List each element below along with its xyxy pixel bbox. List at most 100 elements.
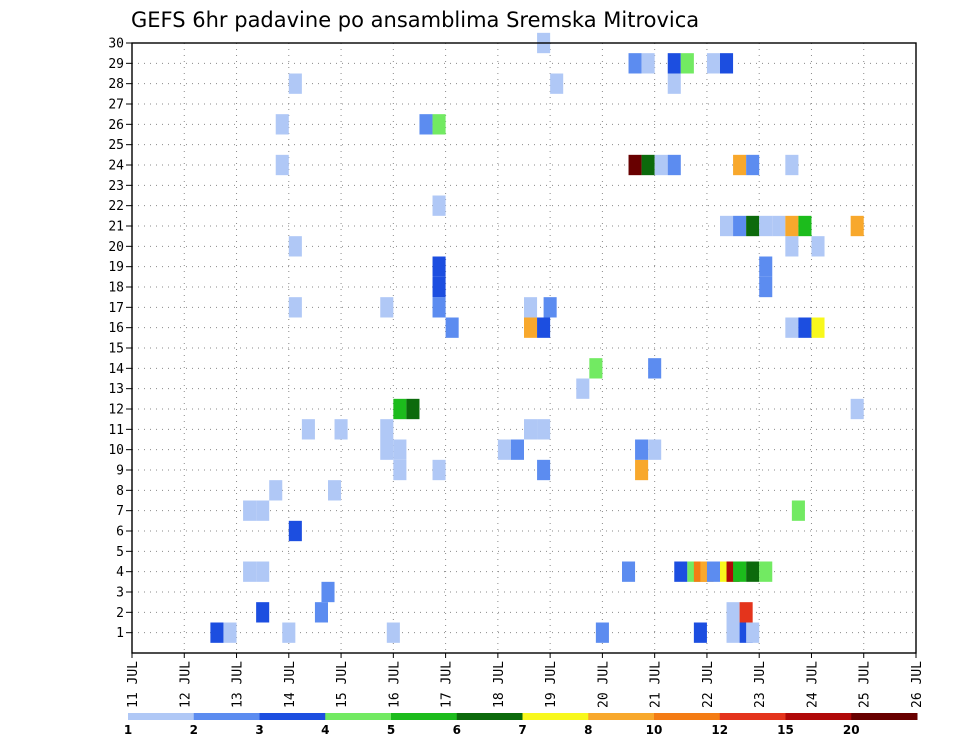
- legend-label: 5: [387, 723, 395, 737]
- y-tick-label: 17: [108, 301, 124, 316]
- data-cell: [726, 622, 740, 643]
- data-cell: [622, 561, 636, 582]
- data-cell: [850, 215, 864, 237]
- data-cell: [550, 73, 564, 94]
- data-cell: [380, 297, 394, 318]
- y-tick-label: 20: [108, 240, 124, 255]
- data-cells: [210, 32, 864, 643]
- legend-swatch: [522, 713, 589, 720]
- x-tick-label: 11 JUL: [126, 661, 141, 708]
- data-cell: [210, 622, 224, 643]
- legend-label: 20: [843, 723, 860, 737]
- y-axis-ticks: 1234567891011121314151617181920212223242…: [108, 37, 132, 641]
- data-cell: [256, 602, 270, 623]
- data-cell: [524, 317, 538, 338]
- data-cell: [648, 439, 662, 460]
- data-cell: [733, 215, 747, 237]
- x-tick-label: 22 JUL: [701, 661, 716, 708]
- legend-label: 2: [190, 723, 198, 737]
- data-cell: [497, 439, 511, 460]
- data-cell: [628, 53, 642, 74]
- data-cell: [288, 520, 302, 542]
- x-tick-label: 18 JUL: [492, 661, 507, 708]
- legend-label: 7: [518, 723, 526, 737]
- data-cell: [759, 561, 773, 582]
- data-cell: [772, 215, 786, 237]
- data-cell: [432, 459, 446, 481]
- data-cell: [733, 154, 747, 176]
- x-tick-label: 25 JUL: [858, 661, 873, 708]
- data-cell: [693, 622, 707, 643]
- legend-swatch: [785, 713, 852, 720]
- legend-swatch: [193, 713, 260, 720]
- color-legend: 1 2 3 4 5 6 7 8 10 12 15 20: [124, 713, 918, 737]
- legend-label: 12: [711, 723, 728, 737]
- data-cell: [785, 236, 799, 257]
- legend-swatch: [654, 713, 721, 720]
- y-tick-label: 21: [108, 220, 124, 235]
- data-cell: [406, 398, 420, 420]
- x-tick-label: 19 JUL: [544, 661, 559, 708]
- data-cell: [386, 622, 400, 643]
- data-cell: [288, 73, 302, 94]
- data-cell: [432, 195, 446, 216]
- data-cell: [785, 154, 799, 176]
- y-tick-label: 9: [116, 464, 124, 479]
- data-cell: [811, 236, 825, 257]
- data-cell: [791, 500, 805, 521]
- y-tick-label: 25: [108, 138, 124, 153]
- data-cell: [393, 439, 407, 460]
- y-tick-label: 22: [108, 199, 124, 214]
- y-tick-label: 2: [116, 606, 124, 621]
- data-cell: [256, 500, 270, 521]
- y-tick-label: 19: [108, 260, 124, 275]
- data-cell: [432, 297, 446, 318]
- y-tick-label: 18: [108, 281, 124, 296]
- legend-label: 3: [255, 723, 263, 737]
- y-tick-label: 7: [116, 504, 124, 519]
- data-cell: [537, 419, 551, 440]
- data-cell: [301, 419, 315, 440]
- y-tick-label: 27: [108, 98, 124, 113]
- data-cell: [785, 215, 799, 237]
- legend-swatch: [391, 713, 458, 720]
- y-tick-label: 26: [108, 118, 124, 133]
- data-cell: [635, 459, 649, 481]
- y-tick-label: 29: [108, 57, 124, 72]
- x-tick-label: 16 JUL: [387, 661, 402, 708]
- data-cell: [667, 53, 681, 74]
- y-tick-label: 16: [108, 321, 124, 336]
- y-tick-label: 14: [108, 362, 124, 377]
- data-cell: [380, 419, 394, 440]
- data-cell: [269, 480, 283, 501]
- data-cell: [641, 53, 655, 74]
- data-cell: [746, 622, 760, 643]
- data-cell: [256, 561, 270, 582]
- x-tick-label: 13 JUL: [231, 661, 246, 708]
- data-cell: [746, 561, 760, 582]
- legend-label: 6: [453, 723, 461, 737]
- data-cell: [720, 53, 734, 74]
- data-cell: [524, 297, 538, 318]
- data-cell: [432, 256, 446, 277]
- legend-swatch: [456, 713, 523, 720]
- data-cell: [321, 581, 335, 603]
- x-axis-ticks: 11 JUL 12 JUL 13 JUL 14 JUL 15 JUL 16 JUL 17 J…: [126, 653, 925, 708]
- legend-swatch: [851, 713, 918, 720]
- x-tick-label: 17 JUL: [440, 661, 455, 708]
- data-cell: [667, 154, 681, 176]
- data-cell: [628, 154, 642, 176]
- y-tick-label: 4: [116, 565, 124, 580]
- data-cell: [275, 154, 289, 176]
- data-cell: [314, 602, 328, 623]
- y-tick-label: 1: [116, 626, 124, 641]
- data-cell: [811, 317, 825, 338]
- data-cell: [648, 358, 662, 379]
- data-cell: [667, 73, 681, 94]
- legend-swatch: [259, 713, 326, 720]
- y-tick-label: 15: [108, 342, 124, 357]
- data-cell: [641, 154, 655, 176]
- x-tick-label: 26 JUL: [910, 661, 925, 708]
- data-cell: [432, 276, 446, 298]
- data-cell: [524, 419, 538, 440]
